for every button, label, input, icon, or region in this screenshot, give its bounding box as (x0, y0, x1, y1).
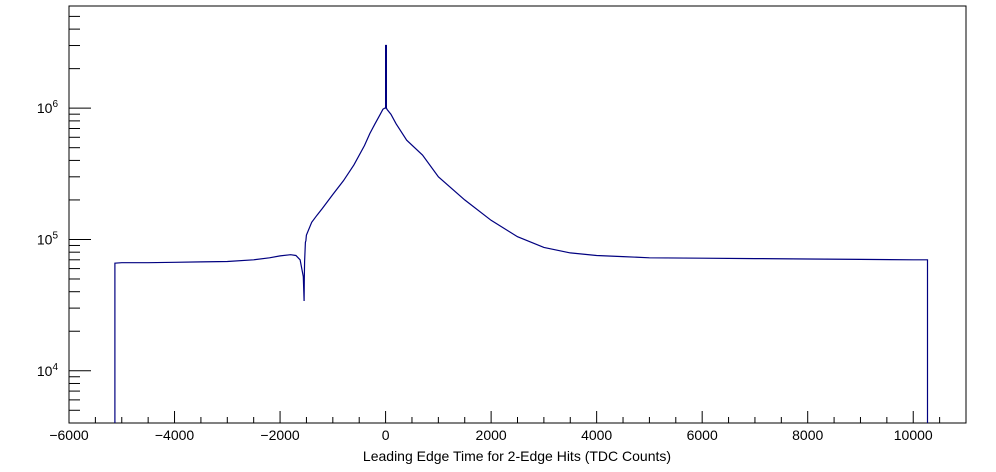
x-tick-label: 2000 (476, 427, 507, 443)
x-axis-title: Leading Edge Time for 2-Edge Hits (TDC C… (363, 448, 671, 464)
y-axis-ticks (69, 5, 91, 424)
data-series-line (114, 44, 929, 423)
y-axis-tick-labels: 104 105 106 (37, 99, 59, 379)
x-tick-label: −2000 (260, 427, 300, 443)
y-tick-label: 105 (37, 230, 59, 247)
x-tick-label: −6000 (49, 427, 89, 443)
x-axis-ticks (68, 411, 967, 423)
y-tick-label: 106 (37, 99, 59, 116)
x-axis-tick-labels: −6000 −4000 −2000 0 2000 4000 6000 8000 10000 (49, 427, 933, 443)
x-tick-label: 10000 (894, 427, 933, 443)
x-tick-label: 6000 (687, 427, 718, 443)
x-tick-label: 8000 (792, 427, 823, 443)
x-tick-label: 0 (382, 427, 390, 443)
x-tick-label: −4000 (155, 427, 195, 443)
y-tick-label: 104 (37, 362, 59, 379)
x-tick-label: 4000 (581, 427, 612, 443)
plot-frame (68, 5, 967, 424)
